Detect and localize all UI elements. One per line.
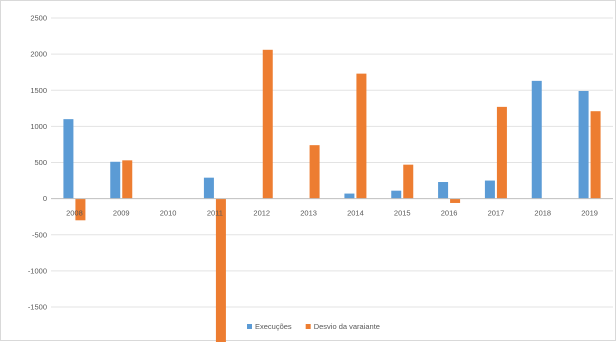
y-tick-label: -1000 xyxy=(28,266,47,275)
x-tick-label: 2019 xyxy=(581,209,598,218)
bar xyxy=(484,180,495,199)
y-tick-label: 2500 xyxy=(30,14,47,23)
bar xyxy=(438,182,449,199)
bar xyxy=(450,198,461,203)
bar xyxy=(496,106,507,199)
bar xyxy=(262,49,273,199)
x-tick-label: 2015 xyxy=(394,209,411,218)
bar xyxy=(344,193,355,199)
x-tick-label: 2009 xyxy=(113,209,130,218)
x-tick-label: 2013 xyxy=(300,209,317,218)
bar xyxy=(531,80,542,199)
y-tick-label: 1000 xyxy=(30,122,47,131)
bar xyxy=(110,161,121,199)
legend-label: Execuções xyxy=(255,322,292,331)
bar xyxy=(122,160,133,199)
bar xyxy=(578,90,589,199)
bar xyxy=(203,177,214,199)
bar xyxy=(309,145,320,199)
bar xyxy=(63,119,74,199)
x-tick-label: 2017 xyxy=(488,209,505,218)
bar xyxy=(590,111,601,199)
x-tick-label: 2014 xyxy=(347,209,364,218)
x-tick-label: 2008 xyxy=(66,209,83,218)
y-tick-label: 2000 xyxy=(30,50,47,59)
legend-swatch xyxy=(247,324,252,329)
x-tick-label: 2016 xyxy=(441,209,458,218)
y-tick-label: -500 xyxy=(32,230,47,239)
y-tick-label: 1500 xyxy=(30,86,47,95)
bar xyxy=(403,164,414,199)
bar xyxy=(215,198,226,342)
legend-label: Desvio da varaiante xyxy=(314,322,380,331)
legend-swatch xyxy=(305,324,311,329)
x-tick-label: 2012 xyxy=(253,209,270,218)
bars xyxy=(63,49,601,342)
x-axis-ticks: 2008 2009 2010 2011 2012 2013 2014 2015 2016 2017… xyxy=(66,209,598,218)
gridlines xyxy=(51,17,613,308)
y-tick-label: 0 xyxy=(43,194,47,203)
y-tick-label: 500 xyxy=(34,158,47,167)
x-tick-label: 2011 xyxy=(207,209,223,218)
bar xyxy=(356,73,367,199)
legend: Execuções Desvio da varaiante xyxy=(247,322,380,331)
bar xyxy=(75,198,86,221)
x-tick-label: 2018 xyxy=(534,209,551,218)
y-axis-ticks: 2500 2000 1500 1000 500 0 -500 -1000 -1500 xyxy=(28,14,47,312)
y-tick-label: -1500 xyxy=(28,303,47,312)
bar xyxy=(391,190,402,199)
x-tick-label: 2010 xyxy=(160,209,177,218)
